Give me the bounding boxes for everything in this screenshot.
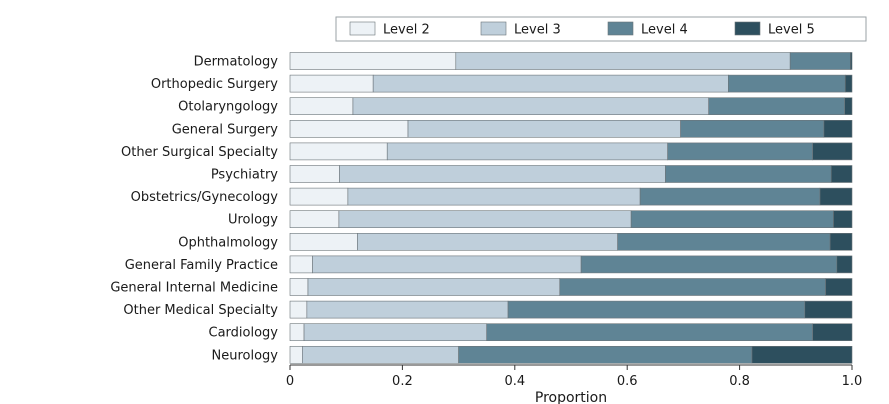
legend-label-level-2: Level 2 (383, 23, 430, 38)
bar-segment-general-family-practice-level-5 (836, 255, 853, 274)
x-tick-label: 0.2 (392, 374, 413, 389)
bar-segment-urology-level-3 (338, 210, 632, 228)
bar-segment-other-medical-specialty-level-5 (804, 300, 853, 319)
bar-segment-neurology-level-4 (458, 345, 753, 364)
bar-segment-orthopedic-surgery-level-3 (372, 74, 729, 93)
category-label-psychiatry: Psychiatry (211, 168, 278, 183)
bar-segment-ophthalmology-level-5 (829, 233, 853, 251)
bar-segment-psychiatry-level-2 (289, 165, 340, 183)
bar-segment-dermatology-level-2 (289, 52, 457, 70)
x-tick-label: 0.8 (729, 374, 750, 389)
legend-swatch-level-4 (607, 21, 634, 36)
bar-segment-general-surgery-level-3 (407, 120, 681, 138)
bar-segment-general-internal-medicine-level-5 (825, 278, 853, 296)
bar-segment-other-surgical-specialty-level-4 (667, 142, 813, 161)
bar-segment-general-family-practice-level-2 (289, 255, 313, 274)
category-label-dermatology: Dermatology (194, 55, 279, 70)
category-label-other-surgical-specialty: Other Surgical Specialty (121, 145, 278, 160)
bar-segment-general-surgery-level-4 (680, 120, 825, 138)
bar-segment-general-internal-medicine-level-3 (307, 278, 561, 296)
bar-segment-urology-level-5 (833, 210, 853, 228)
plot-area: Dermatology Orthopedic Surgery Otolaryngol… (110, 52, 863, 404)
x-tick-label: 1.0 (842, 374, 863, 389)
x-axis: 0 0.2 0.4 0.6 0.8 1.0 (286, 364, 863, 389)
bar-segment-other-surgical-specialty-level-2 (289, 142, 388, 161)
category-label-cardiology: Cardiology (209, 326, 279, 341)
bar-segment-cardiology-level-3 (303, 323, 487, 342)
category-label-orthopedic-surgery: Orthopedic Surgery (151, 77, 278, 92)
x-tick-label: 0.6 (617, 374, 638, 389)
bar-segment-neurology-level-3 (302, 345, 459, 364)
category-label-otolaryngology: Otolaryngology (178, 100, 278, 115)
legend-swatch-level-5 (734, 21, 761, 36)
bar-segment-orthopedic-surgery-level-4 (728, 74, 846, 93)
bar-segment-dermatology-level-4 (789, 52, 851, 70)
bar-segment-general-family-practice-level-3 (312, 255, 582, 274)
legend-swatch-level-3 (480, 21, 507, 36)
bar-segment-orthopedic-surgery-level-5 (844, 74, 853, 93)
legend-label-level-5: Level 5 (768, 23, 815, 38)
bar-segment-cardiology-level-2 (289, 323, 305, 342)
bar-segment-ophthalmology-level-2 (289, 233, 358, 251)
bar-segment-general-internal-medicine-level-4 (559, 278, 826, 296)
legend-label-level-4: Level 4 (641, 23, 688, 38)
category-label-general-family-practice: General Family Practice (125, 258, 278, 273)
category-labels: Dermatology Orthopedic Surgery Otolaryngol… (110, 55, 278, 364)
bar-segment-neurology-level-2 (289, 345, 303, 364)
category-label-neurology: Neurology (212, 348, 279, 363)
category-label-general-internal-medicine: General Internal Medicine (110, 281, 278, 296)
category-label-obstetrics-gynecology: Obstetrics/Gynecology (131, 190, 279, 205)
legend-box (335, 16, 867, 42)
category-label-urology: Urology (228, 213, 278, 228)
bar-segment-psychiatry-level-5 (830, 165, 853, 183)
bar-segment-dermatology-level-5 (850, 52, 853, 70)
bar-segment-neurology-level-5 (751, 345, 853, 364)
bar-segment-cardiology-level-5 (812, 323, 853, 342)
bar-segment-orthopedic-surgery-level-2 (289, 74, 374, 93)
x-axis-title: Proportion (535, 390, 607, 404)
x-tick-label: 0 (286, 374, 294, 389)
bar-segment-general-family-practice-level-4 (580, 255, 838, 274)
bar-segment-general-internal-medicine-level-2 (289, 278, 309, 296)
bar-segment-psychiatry-level-3 (339, 165, 666, 183)
bar-segment-urology-level-4 (630, 210, 834, 228)
bar-segment-general-surgery-level-5 (823, 120, 853, 138)
bar-segment-obstetrics-gynecology-level-3 (347, 187, 641, 206)
bar-segment-other-surgical-specialty-level-3 (386, 142, 668, 161)
category-label-ophthalmology: Ophthalmology (178, 235, 278, 250)
bar-segment-other-medical-specialty-level-2 (289, 300, 308, 319)
bar-segment-obstetrics-gynecology-level-5 (819, 187, 853, 206)
category-label-general-surgery: General Surgery (172, 122, 279, 137)
bar-segment-otolaryngology-level-3 (352, 97, 709, 115)
bar-segment-general-surgery-level-2 (289, 120, 409, 138)
bar-segment-obstetrics-gynecology-level-4 (639, 187, 821, 206)
legend-swatch-level-2 (349, 21, 376, 36)
bar-segment-other-medical-specialty-level-3 (306, 300, 509, 319)
bar-segment-urology-level-2 (289, 210, 340, 228)
bar-segment-otolaryngology-level-4 (708, 97, 845, 115)
bar-segment-ophthalmology-level-4 (617, 233, 831, 251)
bar-segment-ophthalmology-level-3 (357, 233, 618, 251)
bar-segment-psychiatry-level-4 (665, 165, 832, 183)
legend-label-level-3: Level 3 (514, 23, 561, 38)
bar-segment-dermatology-level-3 (455, 52, 791, 70)
bar-segment-otolaryngology-level-5 (844, 97, 853, 115)
bar-segment-other-surgical-specialty-level-5 (812, 142, 853, 161)
x-tick-label: 0.4 (504, 374, 525, 389)
bar-segment-otolaryngology-level-2 (289, 97, 354, 115)
bar-segment-cardiology-level-4 (486, 323, 813, 342)
bars (289, 52, 853, 364)
legend: Level 2 Level 3 Level 4 Level 5 (335, 16, 867, 42)
bar-segment-obstetrics-gynecology-level-2 (289, 187, 349, 206)
bar-segment-other-medical-specialty-level-4 (507, 300, 806, 319)
category-label-other-medical-specialty: Other Medical Specialty (123, 303, 278, 318)
